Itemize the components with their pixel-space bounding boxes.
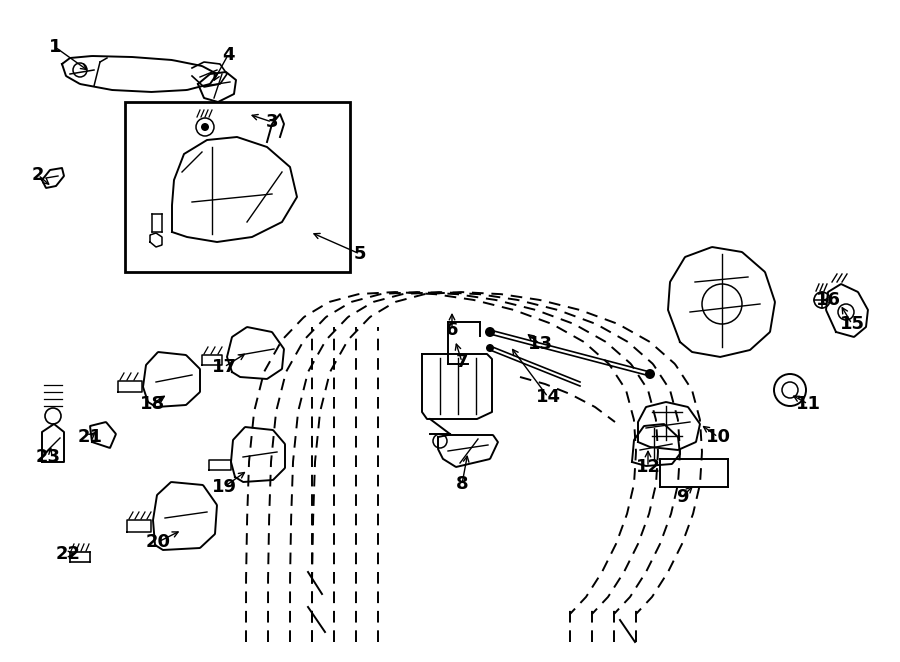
Text: 7: 7 xyxy=(455,353,468,371)
Text: 5: 5 xyxy=(354,245,366,263)
Circle shape xyxy=(201,123,209,131)
Circle shape xyxy=(486,344,494,352)
Text: 14: 14 xyxy=(536,388,561,406)
Text: 13: 13 xyxy=(527,335,553,353)
Text: 19: 19 xyxy=(212,478,237,496)
Text: 23: 23 xyxy=(35,448,60,466)
Circle shape xyxy=(645,369,655,379)
Text: 22: 22 xyxy=(56,545,80,563)
Bar xyxy=(125,102,350,272)
Text: 3: 3 xyxy=(266,113,278,131)
Text: 21: 21 xyxy=(77,428,103,446)
Text: 17: 17 xyxy=(212,358,237,376)
Text: 18: 18 xyxy=(140,395,165,413)
Text: 6: 6 xyxy=(446,321,458,339)
Text: 20: 20 xyxy=(146,533,170,551)
Text: 9: 9 xyxy=(676,488,688,506)
Circle shape xyxy=(485,327,495,337)
Text: 16: 16 xyxy=(815,291,841,309)
Text: 10: 10 xyxy=(706,428,731,446)
Text: 12: 12 xyxy=(635,458,661,476)
Text: 2: 2 xyxy=(32,166,44,184)
Text: 15: 15 xyxy=(840,315,865,333)
Text: 8: 8 xyxy=(455,475,468,493)
Text: 11: 11 xyxy=(796,395,821,413)
Text: 1: 1 xyxy=(49,38,61,56)
Text: 4: 4 xyxy=(221,46,234,64)
